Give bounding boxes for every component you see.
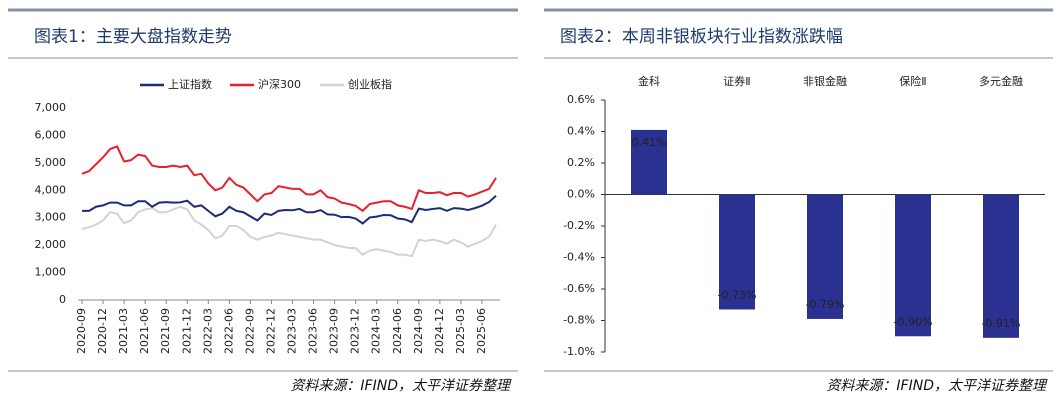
line-series [81, 145, 497, 213]
y-tick-label: 0 [59, 293, 66, 306]
y-tick-label: 2,000 [35, 238, 67, 251]
category-label: 非银金融 [803, 74, 847, 88]
x-tick-label: 2021-09 [159, 308, 172, 354]
value-label: -0.90% [894, 315, 933, 328]
y-tick-label: 3,000 [35, 211, 67, 224]
x-tick-label: 2022-06 [222, 308, 235, 354]
value-label: -0.91% [982, 317, 1021, 330]
x-tick-label: 2024-06 [391, 308, 404, 354]
x-tick-label: 2021-12 [180, 308, 193, 354]
x-tick-label: 2020-12 [96, 308, 109, 354]
y-tick-label: 6,000 [35, 128, 67, 141]
x-tick-label: 2023-09 [328, 308, 341, 354]
x-tick-label: 2023-03 [286, 308, 299, 354]
bar [631, 129, 667, 195]
x-tick-label: 2024-03 [370, 308, 383, 354]
y-tick-label: -1.0% [563, 345, 595, 358]
bar [807, 194, 843, 319]
legend-label: 沪深300 [258, 77, 301, 91]
y-tick-label: 0.0% [567, 188, 595, 201]
y-tick-label: 5,000 [35, 156, 67, 169]
category-label: 保险Ⅱ [899, 74, 926, 88]
source: 资料来源：IFIND，太平洋证券整理 [290, 378, 512, 394]
y-tick-label: -0.4% [563, 251, 595, 264]
y-tick-label: -0.8% [563, 314, 595, 327]
value-label: -0.79% [806, 298, 845, 311]
category-label: 证券Ⅱ [723, 74, 750, 88]
y-tick-label: -0.2% [563, 219, 595, 232]
x-tick-label: 2022-09 [243, 308, 256, 354]
x-tick-label: 2021-03 [117, 308, 130, 354]
legend-label: 上证指数 [168, 77, 212, 91]
x-tick-label: 2025-03 [454, 308, 467, 354]
x-tick-label: 2023-12 [349, 308, 362, 354]
y-tick-label: 0.2% [567, 156, 595, 169]
y-tick-label: 4,000 [35, 183, 67, 196]
chart-title: 图表2：本周非银板块行业指数涨跌幅 [560, 27, 843, 47]
x-tick-label: 2022-03 [201, 308, 214, 354]
y-tick-label: 1,000 [35, 266, 67, 279]
x-tick-label: 2023-06 [307, 308, 320, 354]
category-label: 金科 [638, 74, 660, 88]
x-tick-label: 2020-09 [75, 308, 88, 354]
bar [983, 194, 1019, 338]
value-label: -0.73% [718, 288, 757, 301]
x-tick-label: 2022-12 [264, 308, 277, 354]
category-label: 多元金融 [979, 74, 1023, 88]
y-tick-label: 0.6% [567, 93, 595, 106]
x-tick-label: 2025-06 [475, 308, 488, 354]
bar [895, 194, 931, 337]
y-tick-label: 0.4% [567, 125, 595, 138]
bar [719, 194, 755, 310]
x-tick-label: 2021-06 [138, 308, 151, 354]
line-series [81, 205, 497, 258]
value-label: 0.41% [632, 136, 667, 149]
y-tick-label: -0.6% [563, 282, 595, 295]
y-tick-label: 7,000 [35, 101, 67, 114]
chart-title: 图表1：主要大盘指数走势 [34, 27, 232, 47]
x-tick-label: 2024-09 [412, 308, 425, 354]
x-tick-label: 2024-12 [433, 308, 446, 354]
source: 资料来源：IFIND，太平洋证券整理 [826, 378, 1048, 394]
legend-label: 创业板指 [348, 77, 392, 91]
line-series [82, 195, 497, 225]
